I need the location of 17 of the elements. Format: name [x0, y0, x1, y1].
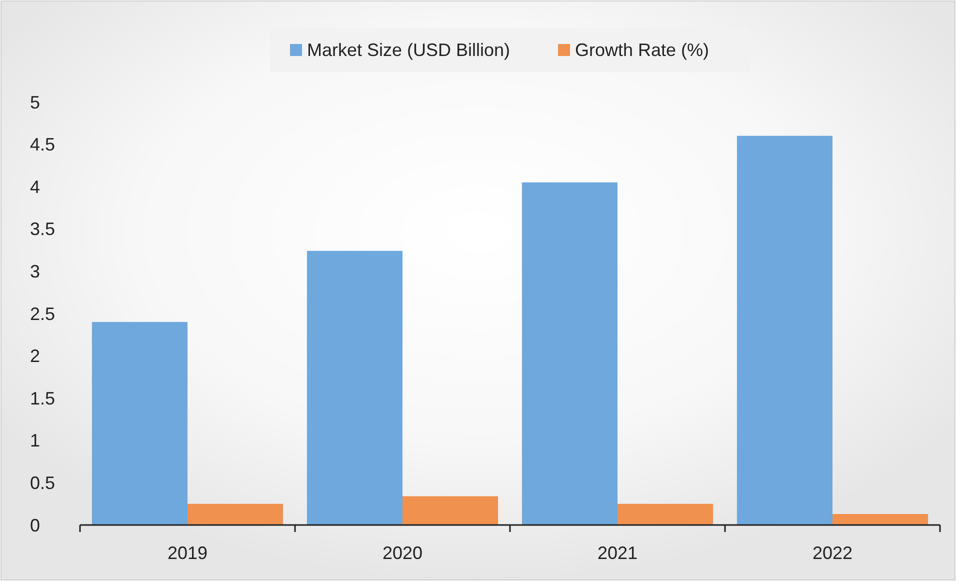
legend-label: Growth Rate (%)	[575, 40, 710, 60]
y-tick-label: 0	[30, 515, 40, 536]
y-tick-label: 4.5	[30, 134, 56, 155]
y-tick-label: 2.5	[30, 304, 56, 324]
y-tick-label: 1.5	[30, 388, 56, 408]
y-tick-label: 3.5	[30, 219, 56, 240]
y-tick-label: 5	[30, 92, 40, 112]
y-tick-label: 4	[30, 176, 40, 197]
y-tick-label: 3	[30, 262, 40, 282]
legend-label: Market Size (USD Billion)	[307, 40, 510, 60]
y-tick-label: 2	[30, 346, 40, 366]
y-tick-label: 1	[30, 430, 40, 451]
y-tick-label: 0.5	[30, 473, 56, 493]
x-tick-label: 2022	[812, 543, 853, 563]
x-tick-label: 2019	[167, 543, 208, 563]
x-tick-label: 2021	[597, 543, 638, 563]
x-tick-label: 2020	[382, 543, 423, 563]
